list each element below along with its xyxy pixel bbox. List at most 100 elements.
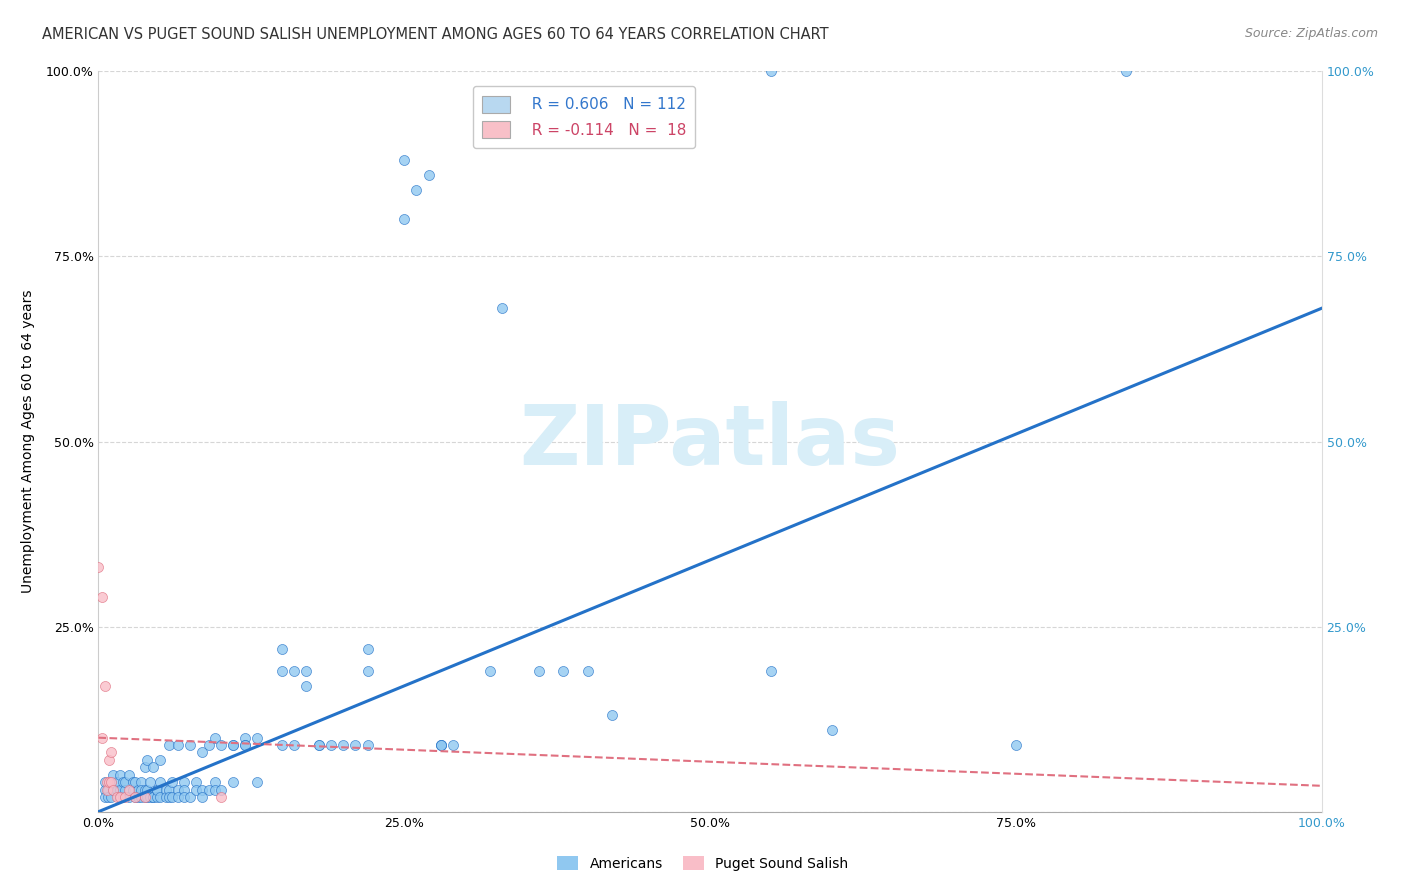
Point [136,789,159,804]
Point [173,782,195,797]
Point [209,738,232,752]
Point [600,708,623,723]
Point [101,782,124,797]
Point [129,775,152,789]
Point [111,775,134,789]
Point [204,782,226,797]
Point [191,782,214,797]
Point [93,782,115,797]
Point [332,738,354,752]
Point [270,664,294,678]
Point [124,789,146,804]
Point [111,789,134,804]
Point [139,775,162,789]
Point [149,789,172,804]
Point [157,789,180,804]
Point [118,789,141,804]
Point [105,782,128,797]
Point [246,731,269,745]
Point [91,590,114,604]
Point [146,782,169,797]
Point [179,789,201,804]
Point [430,738,453,752]
Point [129,782,152,797]
Point [121,775,143,789]
Text: Source: ZipAtlas.com: Source: ZipAtlas.com [1244,27,1378,40]
Point [101,782,124,797]
Point [114,782,136,797]
Point [87,560,110,574]
Point [110,782,132,797]
Point [821,723,844,738]
Point [222,738,245,752]
Point [167,738,190,752]
Point [441,738,464,752]
Point [100,775,122,789]
Point [173,789,195,804]
Point [491,301,513,316]
Point [93,679,115,693]
Legend: Americans, Puget Sound Salish: Americans, Puget Sound Salish [553,850,853,876]
Point [204,731,226,745]
Point [233,738,256,752]
Point [197,738,219,752]
Point [110,789,132,804]
Point [283,738,305,752]
Point [134,760,156,774]
Point [160,775,183,789]
Point [761,64,783,78]
Point [114,789,136,804]
Point [101,767,124,781]
Point [204,775,226,789]
Point [93,789,115,804]
Point [270,738,294,752]
Point [160,789,183,804]
Point [142,760,165,774]
Point [110,767,132,781]
Point [246,775,269,789]
Point [222,738,245,752]
Point [295,664,318,678]
Y-axis label: Unemployment Among Ages 60 to 64 years: Unemployment Among Ages 60 to 64 years [21,290,35,593]
Point [308,738,330,752]
Point [134,789,156,804]
Point [173,775,195,789]
Point [167,782,190,797]
Point [157,782,180,797]
Point [283,664,305,678]
Point [430,738,453,752]
Point [356,738,378,752]
Point [209,782,232,797]
Point [100,746,122,760]
Point [270,641,294,656]
Point [761,664,783,678]
Point [121,782,143,797]
Point [146,789,169,804]
Point [129,789,152,804]
Point [118,767,141,781]
Point [405,183,427,197]
Point [136,753,159,767]
Point [308,738,330,752]
Point [295,679,318,693]
Point [179,738,201,752]
Point [186,775,208,789]
Point [96,782,118,797]
Point [344,738,367,752]
Point [527,664,550,678]
Point [146,782,169,797]
Point [356,664,378,678]
Point [105,789,128,804]
Point [418,168,440,182]
Point [134,789,156,804]
Point [392,212,416,227]
Point [356,641,378,656]
Point [430,738,453,752]
Point [191,746,214,760]
Point [155,789,177,804]
Point [118,782,141,797]
Point [100,789,122,804]
Point [136,782,159,797]
Point [105,775,128,789]
Point [98,775,121,789]
